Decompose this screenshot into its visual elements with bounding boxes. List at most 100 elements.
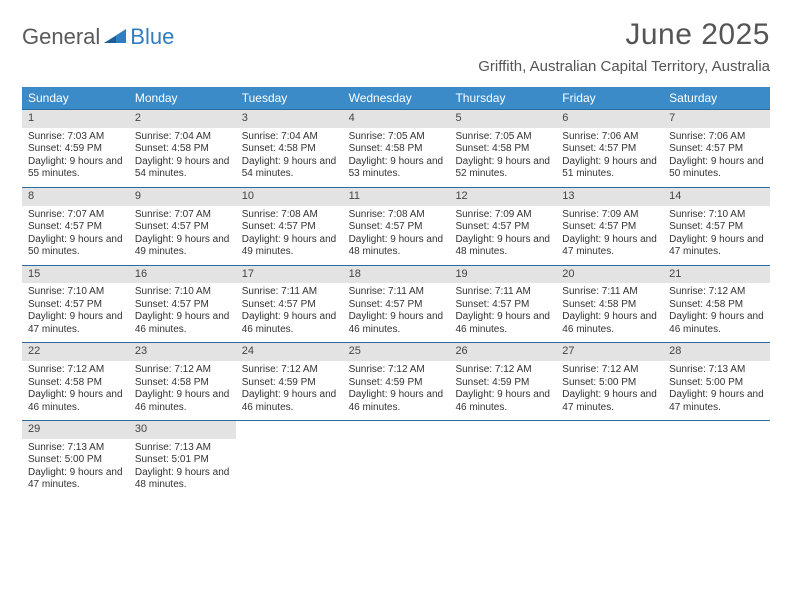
daylight-line: Daylight: 9 hours and 48 minutes. (455, 234, 550, 259)
day-of-week-header: SundayMondayTuesdayWednesdayThursdayFrid… (22, 87, 770, 109)
day-cell: 14Sunrise: 7:10 AMSunset: 4:57 PMDayligh… (663, 188, 770, 265)
day-body: Sunrise: 7:06 AMSunset: 4:57 PMDaylight:… (556, 128, 663, 187)
sunset-line: Sunset: 4:57 PM (28, 299, 123, 312)
day-cell: 28Sunrise: 7:13 AMSunset: 5:00 PMDayligh… (663, 343, 770, 420)
day-number: 14 (663, 188, 770, 206)
day-number: 10 (236, 188, 343, 206)
day-body: Sunrise: 7:13 AMSunset: 5:01 PMDaylight:… (129, 439, 236, 498)
day-number: 19 (449, 266, 556, 284)
dow-cell: Thursday (449, 87, 556, 109)
day-body: Sunrise: 7:13 AMSunset: 5:00 PMDaylight:… (663, 361, 770, 420)
sunset-line: Sunset: 5:00 PM (28, 454, 123, 467)
logo: General Blue (22, 18, 174, 50)
sunrise-line: Sunrise: 7:06 AM (562, 131, 657, 144)
day-body: Sunrise: 7:12 AMSunset: 4:59 PMDaylight:… (449, 361, 556, 420)
sunrise-line: Sunrise: 7:11 AM (562, 286, 657, 299)
day-cell (449, 421, 556, 498)
daylight-line: Daylight: 9 hours and 55 minutes. (28, 156, 123, 181)
sunset-line: Sunset: 4:58 PM (242, 143, 337, 156)
day-cell: 29Sunrise: 7:13 AMSunset: 5:00 PMDayligh… (22, 421, 129, 498)
day-cell: 15Sunrise: 7:10 AMSunset: 4:57 PMDayligh… (22, 266, 129, 343)
day-cell: 26Sunrise: 7:12 AMSunset: 4:59 PMDayligh… (449, 343, 556, 420)
day-number: 23 (129, 343, 236, 361)
daylight-line: Daylight: 9 hours and 49 minutes. (242, 234, 337, 259)
day-number: 11 (343, 188, 450, 206)
daylight-line: Daylight: 9 hours and 54 minutes. (135, 156, 230, 181)
sunrise-line: Sunrise: 7:09 AM (562, 209, 657, 222)
day-cell: 25Sunrise: 7:12 AMSunset: 4:59 PMDayligh… (343, 343, 450, 420)
sunset-line: Sunset: 4:57 PM (562, 143, 657, 156)
day-body: Sunrise: 7:11 AMSunset: 4:58 PMDaylight:… (556, 283, 663, 342)
day-number: 21 (663, 266, 770, 284)
daylight-line: Daylight: 9 hours and 54 minutes. (242, 156, 337, 181)
day-body: Sunrise: 7:11 AMSunset: 4:57 PMDaylight:… (236, 283, 343, 342)
sunset-line: Sunset: 4:57 PM (242, 299, 337, 312)
day-number: 25 (343, 343, 450, 361)
sunset-line: Sunset: 4:57 PM (242, 221, 337, 234)
sunrise-line: Sunrise: 7:13 AM (669, 364, 764, 377)
day-body: Sunrise: 7:12 AMSunset: 5:00 PMDaylight:… (556, 361, 663, 420)
dow-cell: Saturday (663, 87, 770, 109)
day-cell: 2Sunrise: 7:04 AMSunset: 4:58 PMDaylight… (129, 110, 236, 187)
daylight-line: Daylight: 9 hours and 47 minutes. (562, 389, 657, 414)
sunset-line: Sunset: 4:59 PM (455, 377, 550, 390)
sunrise-line: Sunrise: 7:04 AM (135, 131, 230, 144)
daylight-line: Daylight: 9 hours and 53 minutes. (349, 156, 444, 181)
sunset-line: Sunset: 4:57 PM (455, 299, 550, 312)
daylight-line: Daylight: 9 hours and 47 minutes. (562, 234, 657, 259)
day-cell: 24Sunrise: 7:12 AMSunset: 4:59 PMDayligh… (236, 343, 343, 420)
dow-cell: Friday (556, 87, 663, 109)
sunrise-line: Sunrise: 7:11 AM (349, 286, 444, 299)
day-cell: 5Sunrise: 7:05 AMSunset: 4:58 PMDaylight… (449, 110, 556, 187)
dow-cell: Monday (129, 87, 236, 109)
day-cell: 17Sunrise: 7:11 AMSunset: 4:57 PMDayligh… (236, 266, 343, 343)
day-body: Sunrise: 7:07 AMSunset: 4:57 PMDaylight:… (129, 206, 236, 265)
daylight-line: Daylight: 9 hours and 52 minutes. (455, 156, 550, 181)
page-title: June 2025 (478, 18, 770, 52)
sunrise-line: Sunrise: 7:05 AM (349, 131, 444, 144)
sunset-line: Sunset: 4:58 PM (455, 143, 550, 156)
sunset-line: Sunset: 4:59 PM (349, 377, 444, 390)
sunset-line: Sunset: 5:01 PM (135, 454, 230, 467)
day-body: Sunrise: 7:10 AMSunset: 4:57 PMDaylight:… (663, 206, 770, 265)
day-cell: 3Sunrise: 7:04 AMSunset: 4:58 PMDaylight… (236, 110, 343, 187)
daylight-line: Daylight: 9 hours and 46 minutes. (455, 389, 550, 414)
sunrise-line: Sunrise: 7:03 AM (28, 131, 123, 144)
sunrise-line: Sunrise: 7:12 AM (562, 364, 657, 377)
day-cell (556, 421, 663, 498)
sunset-line: Sunset: 4:57 PM (28, 221, 123, 234)
day-body: Sunrise: 7:04 AMSunset: 4:58 PMDaylight:… (129, 128, 236, 187)
day-body: Sunrise: 7:09 AMSunset: 4:57 PMDaylight:… (556, 206, 663, 265)
sunset-line: Sunset: 4:58 PM (135, 377, 230, 390)
sunrise-line: Sunrise: 7:13 AM (135, 442, 230, 455)
sunrise-line: Sunrise: 7:05 AM (455, 131, 550, 144)
day-number: 27 (556, 343, 663, 361)
sunrise-line: Sunrise: 7:13 AM (28, 442, 123, 455)
sunrise-line: Sunrise: 7:08 AM (242, 209, 337, 222)
day-cell (236, 421, 343, 498)
sunset-line: Sunset: 4:57 PM (135, 221, 230, 234)
day-number: 29 (22, 421, 129, 439)
sunset-line: Sunset: 4:57 PM (349, 299, 444, 312)
day-cell: 16Sunrise: 7:10 AMSunset: 4:57 PMDayligh… (129, 266, 236, 343)
day-number: 17 (236, 266, 343, 284)
daylight-line: Daylight: 9 hours and 46 minutes. (455, 311, 550, 336)
sunrise-line: Sunrise: 7:08 AM (349, 209, 444, 222)
day-cell: 1Sunrise: 7:03 AMSunset: 4:59 PMDaylight… (22, 110, 129, 187)
day-number: 9 (129, 188, 236, 206)
day-number: 16 (129, 266, 236, 284)
dow-cell: Tuesday (236, 87, 343, 109)
sunrise-line: Sunrise: 7:10 AM (28, 286, 123, 299)
sunset-line: Sunset: 4:57 PM (455, 221, 550, 234)
day-number: 8 (22, 188, 129, 206)
day-cell (343, 421, 450, 498)
daylight-line: Daylight: 9 hours and 46 minutes. (28, 389, 123, 414)
sunset-line: Sunset: 4:57 PM (562, 221, 657, 234)
daylight-line: Daylight: 9 hours and 48 minutes. (349, 234, 444, 259)
sunset-line: Sunset: 4:57 PM (349, 221, 444, 234)
day-body: Sunrise: 7:12 AMSunset: 4:59 PMDaylight:… (236, 361, 343, 420)
header: General Blue June 2025 Griffith, Austral… (22, 18, 770, 75)
day-number: 30 (129, 421, 236, 439)
day-cell: 4Sunrise: 7:05 AMSunset: 4:58 PMDaylight… (343, 110, 450, 187)
weeks-container: 1Sunrise: 7:03 AMSunset: 4:59 PMDaylight… (22, 109, 770, 498)
